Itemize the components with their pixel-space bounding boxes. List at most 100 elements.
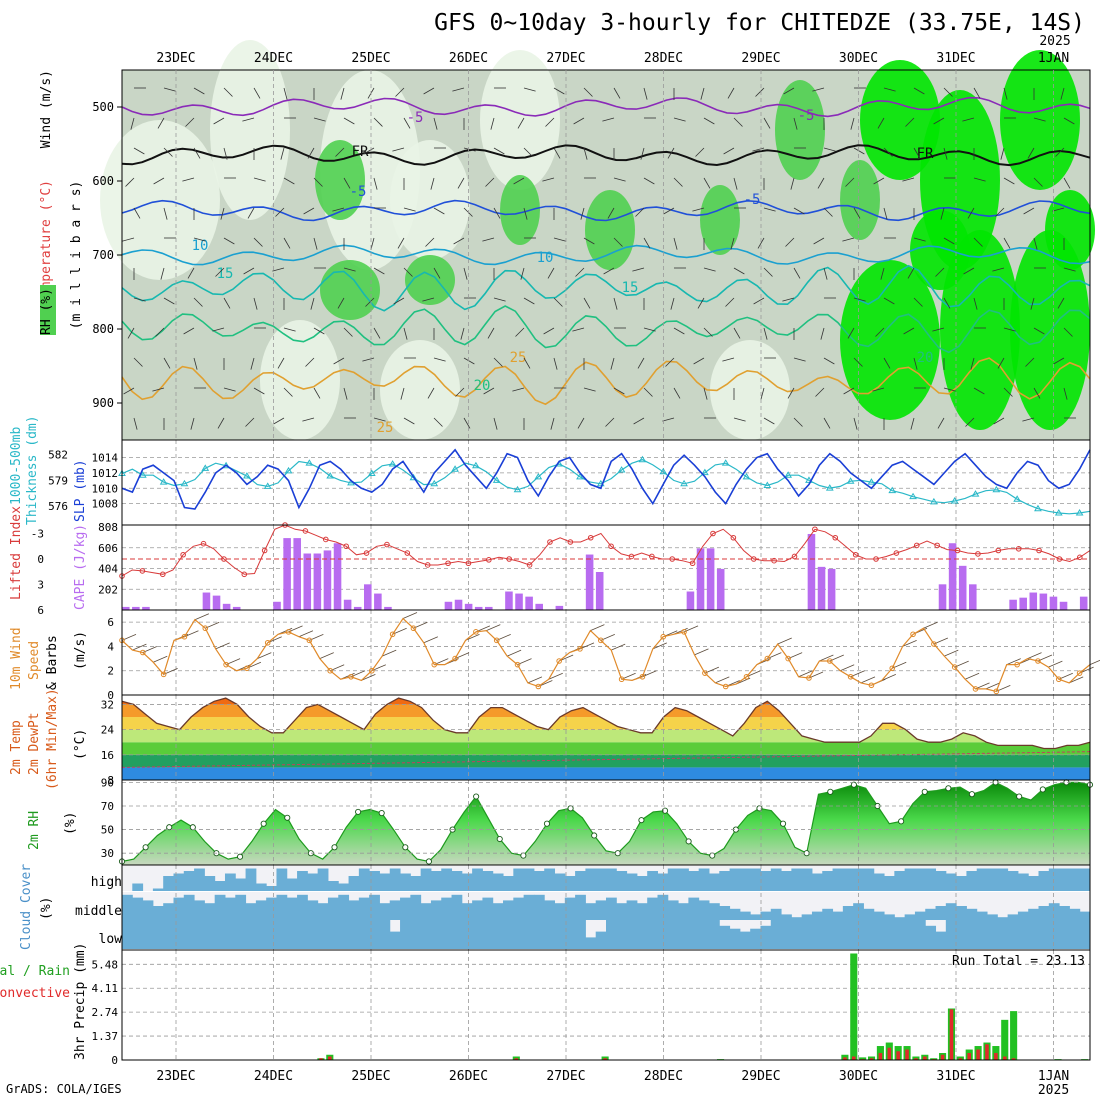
cloud-cover-cell bbox=[904, 920, 916, 949]
wind-barb bbox=[193, 237, 206, 242]
wind-barb bbox=[303, 207, 315, 215]
surface-wind-barb bbox=[902, 640, 917, 647]
cloud-label-low: low bbox=[99, 932, 123, 947]
wind-barb bbox=[133, 207, 141, 219]
cape-bar bbox=[464, 603, 473, 610]
wind-barb bbox=[130, 117, 135, 130]
surface-wind-barb bbox=[923, 621, 938, 629]
rh-marker bbox=[473, 793, 480, 800]
cloud-cover-cell bbox=[719, 925, 731, 949]
lifted-index-marker bbox=[180, 551, 186, 558]
cloud-cover-cell bbox=[430, 871, 442, 891]
rh-region bbox=[320, 260, 380, 320]
wind-barb bbox=[670, 297, 675, 310]
cloud-cover-cell bbox=[636, 903, 648, 920]
wind-barb bbox=[790, 177, 795, 190]
cloud-cover-cell bbox=[1079, 911, 1091, 920]
wind-speed-marker bbox=[223, 661, 229, 668]
cloud-cover-cell bbox=[369, 894, 380, 920]
cloud-cover-cell bbox=[152, 906, 164, 920]
contour-label: -5 bbox=[798, 108, 815, 124]
wind-barb bbox=[433, 357, 446, 362]
lifted-index-marker bbox=[261, 547, 268, 554]
surface-wind-barb bbox=[298, 630, 314, 638]
cloud-cover-cell bbox=[503, 920, 514, 949]
cloud-cover-cell bbox=[873, 920, 885, 949]
cloud-cover-cell bbox=[163, 876, 174, 891]
precip-convective-bar bbox=[878, 1053, 883, 1060]
wind-speed-marker bbox=[452, 655, 458, 662]
wind-barb bbox=[253, 177, 266, 182]
cloud-cover-cell bbox=[1007, 920, 1019, 949]
cloud-cover-cell bbox=[575, 920, 586, 949]
surface-wind-barb bbox=[402, 612, 418, 619]
cloud-cover-cell bbox=[1069, 868, 1081, 891]
cloud-cover-cell bbox=[482, 871, 494, 891]
cape-bar bbox=[454, 599, 463, 610]
wind-barb bbox=[523, 87, 536, 92]
wind-barb bbox=[483, 387, 495, 395]
cloud-cover-cell bbox=[1059, 868, 1070, 891]
wind-barb bbox=[943, 87, 953, 97]
surface-wind-barb bbox=[506, 649, 522, 657]
wind-speed-marker bbox=[681, 629, 687, 635]
cloud-cover-cell bbox=[503, 900, 514, 920]
x-label-bottom: 26DEC bbox=[449, 1069, 488, 1084]
wind-barb bbox=[733, 417, 746, 422]
cloud-cover-cell bbox=[503, 876, 514, 891]
wind-barb bbox=[643, 237, 651, 249]
cloud-cover-cell bbox=[801, 914, 813, 920]
precip-convective-bar bbox=[843, 1057, 847, 1060]
cloud-cover-cell bbox=[657, 894, 669, 920]
cloud-cover-cell bbox=[914, 868, 926, 891]
wind-speed-marker bbox=[972, 686, 979, 692]
wind-barb bbox=[553, 297, 563, 307]
lifted-index-marker bbox=[832, 534, 839, 541]
cloud-cover-cell bbox=[770, 908, 782, 920]
rh-marker bbox=[378, 810, 385, 817]
wind-speed-marker bbox=[577, 646, 583, 652]
temp-tick-label: 24 bbox=[101, 724, 115, 737]
cape-bar bbox=[444, 601, 453, 610]
cloud-cover-cell bbox=[1048, 920, 1060, 949]
thickness-tick-label: 582 bbox=[48, 449, 68, 462]
wind-barb bbox=[363, 147, 375, 155]
lifted-index-marker bbox=[791, 553, 798, 560]
wind-barb bbox=[553, 237, 566, 242]
rh-tick-label: 90 bbox=[101, 776, 114, 789]
slp-line bbox=[121, 448, 1091, 510]
cloud-cover-cell bbox=[194, 868, 205, 891]
rh-marker bbox=[968, 791, 976, 798]
wind-speed-marker bbox=[140, 649, 146, 656]
rh-marker bbox=[189, 824, 196, 831]
cloud-cover-cell bbox=[935, 931, 947, 949]
cloud-cover-cell bbox=[987, 914, 998, 920]
wind-speed-marker bbox=[306, 637, 313, 644]
wind-barb bbox=[643, 387, 653, 397]
precip-total-bar bbox=[850, 953, 858, 1060]
cape-bar bbox=[1039, 593, 1048, 610]
cloud-cover-cell bbox=[1007, 871, 1019, 891]
x-label-top: 30DEC bbox=[839, 51, 878, 66]
cloud-cover-cell bbox=[183, 894, 195, 920]
lifted-index-marker bbox=[322, 536, 329, 543]
surface-wind-barb bbox=[1048, 660, 1063, 668]
wind-barb bbox=[1052, 207, 1065, 212]
x-label-bottom: 27DEC bbox=[546, 1069, 585, 1084]
thickness-marker bbox=[180, 479, 189, 487]
wind-barb bbox=[1053, 357, 1065, 365]
wind-barb bbox=[970, 357, 975, 370]
cape-bar bbox=[142, 606, 150, 610]
panel-label-thickness: 1000-500mb bbox=[9, 427, 24, 505]
wind-barb bbox=[753, 297, 765, 305]
cloud-cover-cell bbox=[801, 868, 813, 891]
cloud-cover-cell bbox=[863, 868, 875, 891]
cloud-cover-cell bbox=[441, 897, 453, 920]
wind-barb bbox=[313, 237, 318, 250]
cape-bar bbox=[474, 606, 483, 610]
wind-barb bbox=[883, 207, 888, 220]
wind-barb bbox=[302, 417, 315, 422]
wind-barb bbox=[665, 357, 675, 367]
rh-region bbox=[405, 255, 455, 305]
rh-marker bbox=[543, 820, 551, 827]
